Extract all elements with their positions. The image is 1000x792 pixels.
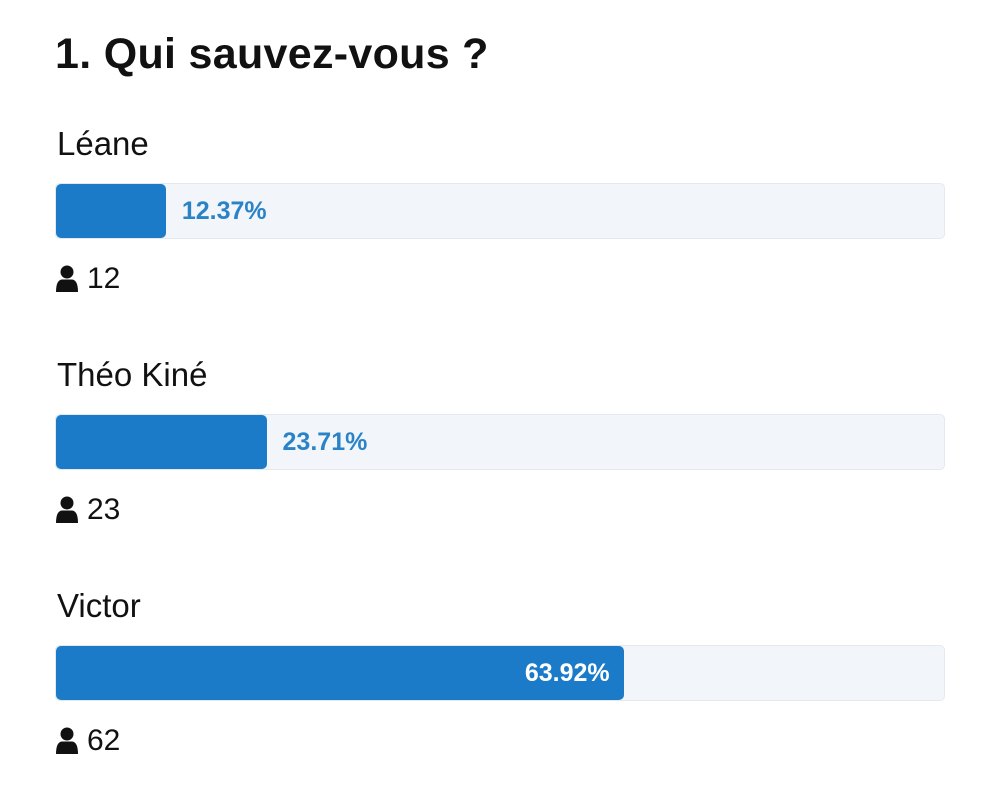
poll-option: Léane 12.37% 12 [55,125,945,325]
vote-number: 12 [87,262,121,295]
bar-track: 63.92% [55,645,945,701]
bar-track: 23.71% [55,414,945,470]
vote-count: 62 [55,723,120,759]
vote-count: 23 [55,492,120,528]
vote-count: 12 [55,261,120,297]
percent-label: 63.92% [524,659,610,687]
bar-track: 12.37% [55,183,945,239]
user-icon [56,496,78,523]
poll-title: 1. Qui sauvez-vous ? [55,30,489,78]
percent-label: 12.37% [181,197,267,225]
option-label: Victor [57,587,141,624]
bar [56,415,267,469]
percent-label: 23.71% [282,428,368,456]
bar [56,646,624,700]
user-icon [56,727,78,754]
option-label: Théo Kiné [57,356,208,393]
option-label: Léane [57,125,149,162]
vote-number: 62 [87,724,121,757]
bar [56,184,166,238]
user-icon [56,265,78,292]
vote-number: 23 [87,493,121,526]
poll-option: Théo Kiné 23.71% 23 [55,356,945,556]
poll-option: Victor 63.92% 62 [55,587,945,787]
